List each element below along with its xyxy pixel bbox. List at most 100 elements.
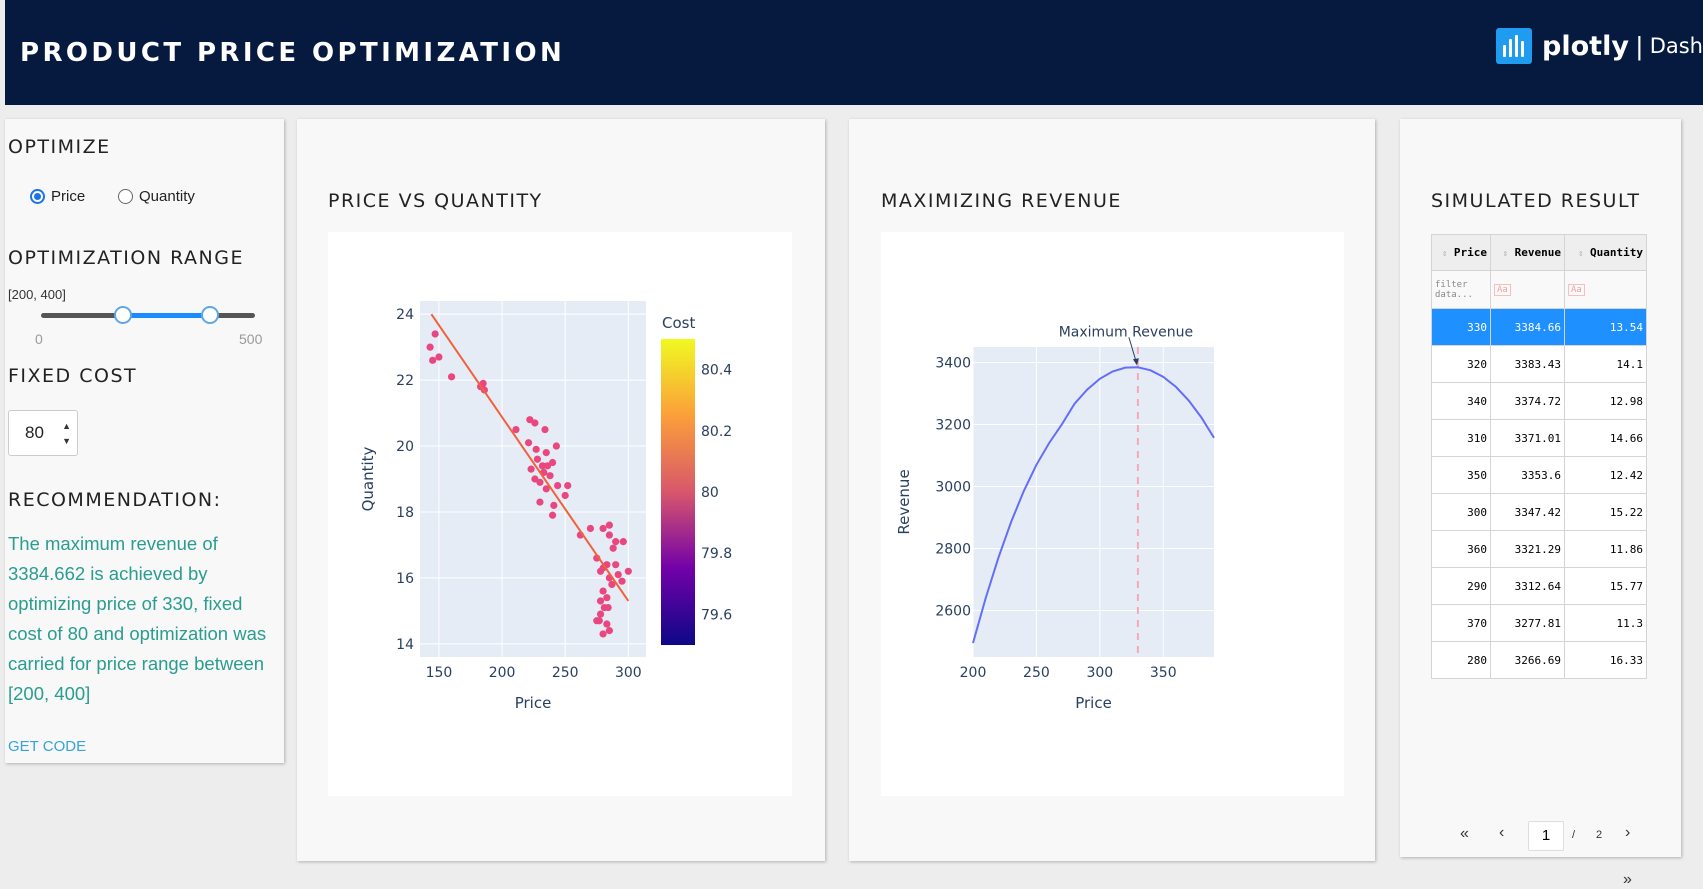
cell-price[interactable]: 370 xyxy=(1431,604,1491,642)
last-page-button[interactable]: » xyxy=(1623,871,1632,888)
cell-revenue[interactable]: 3312.64 xyxy=(1490,567,1565,605)
cell-revenue[interactable]: 3383.43 xyxy=(1490,345,1565,383)
cell-price[interactable]: 330 xyxy=(1431,308,1491,346)
cell-price[interactable]: 340 xyxy=(1431,382,1491,420)
table-row[interactable]: 350 3353.6 12.42 xyxy=(1431,456,1647,494)
table-row[interactable]: 290 3312.64 15.77 xyxy=(1431,567,1647,605)
fixed-cost-title: FIXED COST xyxy=(8,365,138,387)
cell-revenue[interactable]: 3384.66 xyxy=(1490,308,1565,346)
price-vs-quantity-card: PRICE VS QUANTITY 150 200 250 300 14 16 18 20 22… xyxy=(297,119,825,861)
x-tick-label: 200 xyxy=(489,665,516,681)
col-header-revenue[interactable]: ⇕ Revenue xyxy=(1490,234,1565,271)
table-row[interactable]: 360 3321.29 11.86 xyxy=(1431,530,1647,568)
cell-quantity[interactable]: 16.33 xyxy=(1564,641,1647,679)
data-point xyxy=(599,630,607,638)
logo-separator: | xyxy=(1635,30,1643,61)
get-code-link[interactable]: GET CODE xyxy=(8,738,87,755)
table-row[interactable]: 310 3371.01 14.66 xyxy=(1431,419,1647,457)
radio-price[interactable]: Price xyxy=(30,188,85,205)
y-tick-label: 24 xyxy=(396,307,414,323)
data-point xyxy=(624,567,632,575)
cell-quantity[interactable]: 12.42 xyxy=(1564,456,1647,494)
optimize-title: OPTIMIZE xyxy=(8,136,111,158)
cell-quantity[interactable]: 12.98 xyxy=(1564,382,1647,420)
data-point xyxy=(596,567,605,575)
cell-revenue[interactable]: 3266.69 xyxy=(1490,641,1565,679)
data-point xyxy=(605,627,613,635)
sim-title: SIMULATED RESULT xyxy=(1431,190,1641,212)
cell-quantity[interactable]: 11.86 xyxy=(1564,530,1647,568)
y-axis-title: Revenue xyxy=(895,469,913,534)
col-header-price[interactable]: ⇕ Price xyxy=(1431,234,1491,271)
data-point xyxy=(605,521,613,529)
plotly-dash-logo[interactable]: plotly | Dash xyxy=(1496,26,1703,66)
slider-handle-max[interactable] xyxy=(201,306,219,324)
cell-quantity[interactable]: 14.66 xyxy=(1564,419,1647,457)
radio-quantity[interactable]: Quantity xyxy=(118,188,195,205)
cell-revenue[interactable]: 3277.81 xyxy=(1490,604,1565,642)
cell-revenue[interactable]: 3374.72 xyxy=(1490,382,1565,420)
data-point xyxy=(546,472,554,480)
cell-revenue[interactable]: 3353.6 xyxy=(1490,456,1565,494)
data-point xyxy=(435,353,443,361)
table-row[interactable]: 320 3383.43 14.1 xyxy=(1431,345,1647,383)
cell-revenue[interactable]: 3347.42 xyxy=(1490,493,1565,531)
next-page-button[interactable]: › xyxy=(1625,824,1631,841)
table-row[interactable]: 370 3277.81 11.3 xyxy=(1431,604,1647,642)
table-row[interactable]: 280 3266.69 16.33 xyxy=(1431,641,1647,679)
cell-price[interactable]: 310 xyxy=(1431,419,1491,457)
maximizing-revenue-card: MAXIMIZING REVENUE 200 250 300 350 2600 2800 3… xyxy=(849,119,1375,861)
cell-price[interactable]: 280 xyxy=(1431,641,1491,679)
data-point xyxy=(612,538,620,546)
rev-chart-svg[interactable]: 200 250 300 350 2600 2800 3000 3200 3400 Price Rev… xyxy=(881,232,1344,796)
data-point xyxy=(603,620,611,628)
data-point xyxy=(554,481,562,490)
cell-price[interactable]: 350 xyxy=(1431,456,1491,494)
slider-selected-range xyxy=(123,313,210,318)
fixed-cost-input[interactable]: 80 ▲ ▼ xyxy=(8,410,78,456)
cell-quantity[interactable]: 15.22 xyxy=(1564,493,1647,531)
first-page-button[interactable]: « xyxy=(1460,825,1469,842)
slider-handle-min[interactable] xyxy=(114,306,132,324)
cell-quantity[interactable]: 13.54 xyxy=(1564,308,1647,346)
cell-price[interactable]: 290 xyxy=(1431,567,1491,605)
page-number-input[interactable]: 1 xyxy=(1528,821,1564,851)
cell-price[interactable]: 360 xyxy=(1431,530,1491,568)
col-header-quantity[interactable]: ⇕ Quantity xyxy=(1564,234,1647,271)
table-row[interactable]: 340 3374.72 12.98 xyxy=(1431,382,1647,420)
colorbar-tick-label: 80.2 xyxy=(701,424,732,440)
radio-price-dot[interactable] xyxy=(30,189,45,204)
cell-quantity[interactable]: 15.77 xyxy=(1564,567,1647,605)
filter-revenue[interactable]: Aa xyxy=(1490,270,1565,309)
y-tick-label: 16 xyxy=(396,571,414,587)
data-point xyxy=(564,481,572,490)
cell-price[interactable]: 300 xyxy=(1431,493,1491,531)
data-point xyxy=(550,501,558,509)
cell-quantity[interactable]: 11.3 xyxy=(1564,604,1647,642)
pvq-chart-svg[interactable]: 150 200 250 300 14 16 18 20 22 24 Price Quantity Cos… xyxy=(328,232,792,796)
prev-page-button[interactable]: ‹ xyxy=(1499,824,1505,841)
radio-quantity-dot[interactable] xyxy=(118,189,133,204)
cell-quantity[interactable]: 14.1 xyxy=(1564,345,1647,383)
filter-price[interactable]: filter data... xyxy=(1431,270,1491,309)
table-row[interactable]: 330 3384.66 13.54 xyxy=(1431,308,1647,346)
simulated-result-card: SIMULATED RESULT ⇕ Price ⇕ Revenue ⇕ Qua… xyxy=(1400,119,1681,888)
rev-plot[interactable]: 200 250 300 350 2600 2800 3000 3200 3400 Price Rev… xyxy=(881,232,1344,796)
colorbar xyxy=(661,339,695,645)
cell-price[interactable]: 320 xyxy=(1431,345,1491,383)
data-point xyxy=(586,524,595,533)
data-point xyxy=(532,445,540,453)
stepper-arrows[interactable]: ▲ ▼ xyxy=(62,421,71,446)
data-point xyxy=(542,449,550,457)
y-tick-label: 18 xyxy=(396,505,414,521)
pvq-plot[interactable]: 150 200 250 300 14 16 18 20 22 24 Price Quantity Cos… xyxy=(328,232,792,796)
cell-revenue[interactable]: 3371.01 xyxy=(1490,419,1565,457)
x-axis-title: Price xyxy=(515,694,552,712)
cell-revenue[interactable]: 3321.29 xyxy=(1490,530,1565,568)
recommendation-text: The maximum revenue of 3384.662 is achie… xyxy=(8,533,267,704)
revenue-curve xyxy=(972,366,1215,644)
logo-text: plotly xyxy=(1542,30,1629,62)
table-row[interactable]: 300 3347.42 15.22 xyxy=(1431,493,1647,531)
x-tick-label: 200 xyxy=(960,665,987,681)
filter-quantity[interactable]: Aa xyxy=(1564,270,1647,309)
